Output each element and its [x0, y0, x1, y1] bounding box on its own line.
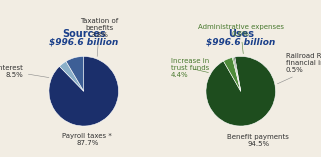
- Text: Administrative expenses
0.6%: Administrative expenses 0.6%: [198, 24, 284, 54]
- Text: Increase in
trust funds
4.4%: Increase in trust funds 4.4%: [171, 58, 209, 78]
- Wedge shape: [206, 56, 275, 126]
- Wedge shape: [66, 56, 84, 91]
- Text: Sources: Sources: [62, 29, 106, 39]
- Wedge shape: [223, 57, 241, 91]
- Wedge shape: [232, 57, 241, 91]
- Wedge shape: [234, 57, 241, 91]
- Text: Railroad Retirement
financial interchange
0.5%: Railroad Retirement financial interchang…: [277, 53, 321, 84]
- Wedge shape: [49, 56, 118, 126]
- Wedge shape: [59, 61, 84, 91]
- Text: Payroll taxes *
87.7%: Payroll taxes * 87.7%: [62, 133, 112, 146]
- Text: $996.6 billion: $996.6 billion: [206, 37, 275, 46]
- Text: Interest
8.5%: Interest 8.5%: [0, 65, 49, 78]
- Text: Benefit payments
94.5%: Benefit payments 94.5%: [227, 134, 289, 147]
- Text: $996.6 billion: $996.6 billion: [49, 37, 118, 46]
- Text: Taxation of
benefits
3.8%: Taxation of benefits 3.8%: [80, 18, 118, 57]
- Text: Uses: Uses: [228, 29, 254, 39]
